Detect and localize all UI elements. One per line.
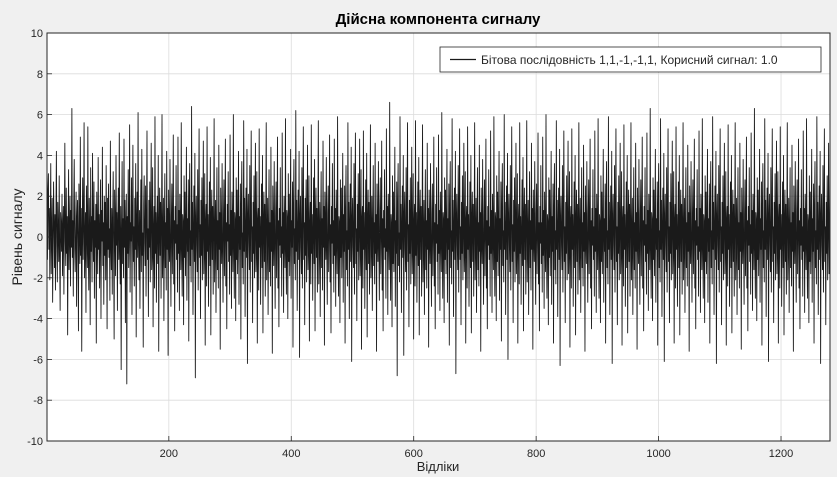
y-tick-label: -10 <box>27 436 43 448</box>
y-tick-label: 6 <box>37 110 43 122</box>
x-tick-label: 600 <box>405 448 423 460</box>
y-tick-label: -6 <box>33 354 43 366</box>
x-axis-label: Відліки <box>417 459 460 474</box>
y-tick-label: 8 <box>37 69 43 81</box>
series-layer <box>46 101 831 385</box>
y-axis-label: Рівень сигналу <box>9 188 25 285</box>
legend: Бітова послідовність 1,1,-1,-1,1, Корисн… <box>439 46 822 73</box>
y-axis: -10 -8 -6 -4 -2 0 2 4 6 8 10 <box>27 28 52 448</box>
y-tick-label: -8 <box>33 395 43 407</box>
x-tick-label: 200 <box>160 448 178 460</box>
y-tick-label: 0 <box>37 232 43 244</box>
legend-entry: Бітова послідовність 1,1,-1,-1,1, Корисн… <box>481 53 778 67</box>
chart-title: Дійсна компонента сигналу <box>336 11 541 28</box>
legend-box <box>439 46 822 73</box>
y-tick-label: 4 <box>37 150 43 162</box>
y-tick-label: 2 <box>37 191 43 203</box>
x-tick-label: 800 <box>527 448 545 460</box>
x-tick-label: 1200 <box>769 448 793 460</box>
y-tick-label: 10 <box>31 28 43 40</box>
y-tick-label: -4 <box>33 314 43 326</box>
x-tick-label: 400 <box>282 448 300 460</box>
x-tick-label: 1000 <box>646 448 670 460</box>
signal-series-line <box>46 101 831 385</box>
x-axis: 200 400 600 800 1000 1200 <box>160 436 793 460</box>
y-tick-label: -2 <box>33 273 43 285</box>
